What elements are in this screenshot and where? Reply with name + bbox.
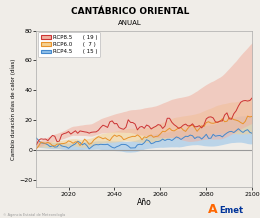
X-axis label: Año: Año: [137, 198, 152, 207]
Text: Emet: Emet: [220, 206, 244, 215]
Y-axis label: Cambio duración olas de calor (días): Cambio duración olas de calor (días): [11, 58, 16, 160]
Text: ANUAL: ANUAL: [118, 20, 142, 26]
Text: © Agencia Estatal de Meteorología: © Agencia Estatal de Meteorología: [3, 213, 65, 217]
Text: A: A: [208, 203, 218, 216]
Legend: RCP8.5      ( 19 ), RCP6.0      (  7 ), RCP4.5      ( 15 ): RCP8.5 ( 19 ), RCP6.0 ( 7 ), RCP4.5 ( 15…: [38, 32, 100, 57]
Text: CANTÁBRICO ORIENTAL: CANTÁBRICO ORIENTAL: [71, 7, 189, 15]
